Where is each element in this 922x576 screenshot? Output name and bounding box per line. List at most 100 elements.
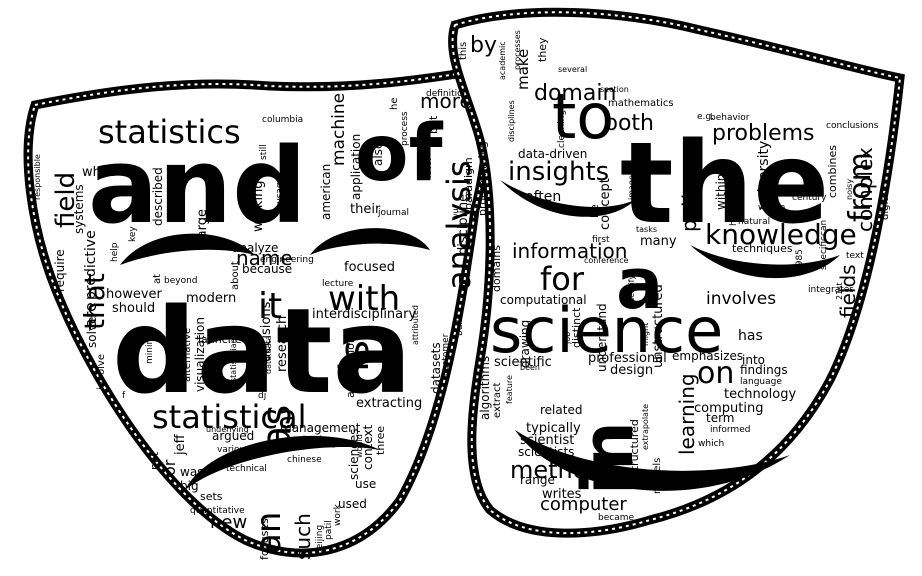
word: name bbox=[236, 246, 293, 270]
word: academic bbox=[498, 41, 507, 80]
word: behavior bbox=[710, 113, 750, 123]
word: images bbox=[627, 171, 636, 200]
word: identify bbox=[627, 275, 636, 305]
word: analysis bbox=[440, 160, 478, 290]
word: three bbox=[374, 426, 387, 455]
word: with bbox=[328, 279, 400, 319]
word: argued bbox=[212, 429, 254, 443]
word: which bbox=[698, 439, 724, 449]
right-mask-words: the to science in a for knowledge from o… bbox=[458, 30, 891, 523]
word: scientist bbox=[520, 433, 574, 448]
word: algorithms bbox=[478, 356, 492, 420]
word: launched bbox=[198, 333, 249, 346]
word: use bbox=[355, 477, 376, 491]
word: fields bbox=[836, 264, 860, 318]
word: lecture bbox=[322, 279, 354, 289]
word: emphasizes bbox=[672, 349, 743, 363]
word: domains bbox=[490, 245, 503, 292]
word: design bbox=[610, 363, 653, 378]
word: university bbox=[756, 141, 772, 210]
word: engineering bbox=[260, 255, 314, 265]
word: field bbox=[51, 172, 81, 228]
word: modern bbox=[186, 291, 236, 306]
word: sciences bbox=[347, 429, 361, 480]
word: involve bbox=[96, 354, 107, 390]
word: they bbox=[536, 37, 549, 62]
word: datasets bbox=[429, 342, 443, 394]
word: processes bbox=[513, 30, 522, 70]
word: quantitative bbox=[190, 506, 245, 516]
word: discipline bbox=[456, 194, 471, 255]
word: data bbox=[112, 282, 412, 420]
word: conclusions bbox=[826, 121, 879, 131]
word: beijing bbox=[315, 525, 325, 555]
word: american bbox=[319, 164, 333, 220]
word: solve bbox=[85, 317, 99, 348]
word: many bbox=[640, 234, 677, 249]
word: problems bbox=[712, 121, 815, 146]
word: job bbox=[563, 332, 572, 345]
word: statistical bbox=[152, 398, 306, 436]
word: application bbox=[349, 134, 363, 200]
word: should bbox=[112, 301, 155, 316]
word: disciplines bbox=[507, 100, 516, 142]
word: help bbox=[110, 242, 120, 262]
word: focuses bbox=[258, 518, 271, 560]
word: extrapolate bbox=[641, 404, 650, 450]
word: mathematics bbox=[608, 98, 674, 109]
word: new bbox=[210, 512, 247, 533]
word: 1985 bbox=[795, 249, 805, 272]
word: alternative bbox=[182, 328, 193, 382]
word: or bbox=[160, 459, 179, 476]
left-mask-mouth bbox=[185, 435, 380, 490]
word: into bbox=[742, 353, 765, 367]
word: involves bbox=[706, 289, 776, 309]
word: on bbox=[697, 356, 734, 391]
word: visualization bbox=[193, 317, 207, 392]
word: require bbox=[53, 249, 67, 292]
word: range bbox=[520, 473, 555, 487]
word: data-driven bbox=[518, 147, 587, 161]
word: scientific bbox=[494, 355, 552, 370]
word: customer bbox=[441, 333, 451, 376]
word: be bbox=[588, 204, 601, 218]
word: combines bbox=[826, 145, 839, 198]
word: these bbox=[170, 193, 180, 218]
word: big bbox=[180, 479, 199, 493]
word: in bbox=[567, 421, 649, 495]
word: analyze bbox=[232, 241, 278, 255]
word: digital bbox=[880, 189, 891, 220]
word: of bbox=[355, 109, 444, 199]
word: findings bbox=[740, 363, 788, 377]
word: however bbox=[106, 287, 163, 302]
word: hypotheses bbox=[729, 174, 739, 226]
word: patterns bbox=[677, 148, 701, 232]
word: build bbox=[455, 314, 465, 336]
word: computer bbox=[540, 494, 627, 515]
word: research bbox=[275, 316, 290, 372]
word: mining bbox=[145, 333, 155, 364]
word: writes bbox=[542, 487, 582, 502]
word: is bbox=[332, 340, 378, 372]
word: techniques bbox=[732, 242, 793, 255]
word: paradigm bbox=[462, 157, 475, 210]
word: understand bbox=[595, 303, 609, 372]
word: e.g. bbox=[697, 112, 714, 122]
word: extract bbox=[492, 382, 503, 418]
word: journal bbox=[377, 208, 409, 218]
word: feature bbox=[505, 375, 514, 404]
word: their bbox=[350, 202, 381, 217]
word: interdisciplinary bbox=[312, 307, 416, 322]
word: became bbox=[598, 513, 634, 523]
word: natural bbox=[738, 217, 770, 227]
word: key bbox=[128, 226, 138, 242]
word: knowledge bbox=[705, 218, 857, 251]
word: scientists bbox=[518, 445, 574, 459]
word: specificcan bbox=[819, 220, 829, 270]
word: definition bbox=[426, 89, 468, 99]
word: described bbox=[151, 167, 165, 226]
word: because bbox=[242, 262, 292, 276]
word: an bbox=[249, 512, 289, 554]
word: columbia bbox=[262, 115, 303, 125]
